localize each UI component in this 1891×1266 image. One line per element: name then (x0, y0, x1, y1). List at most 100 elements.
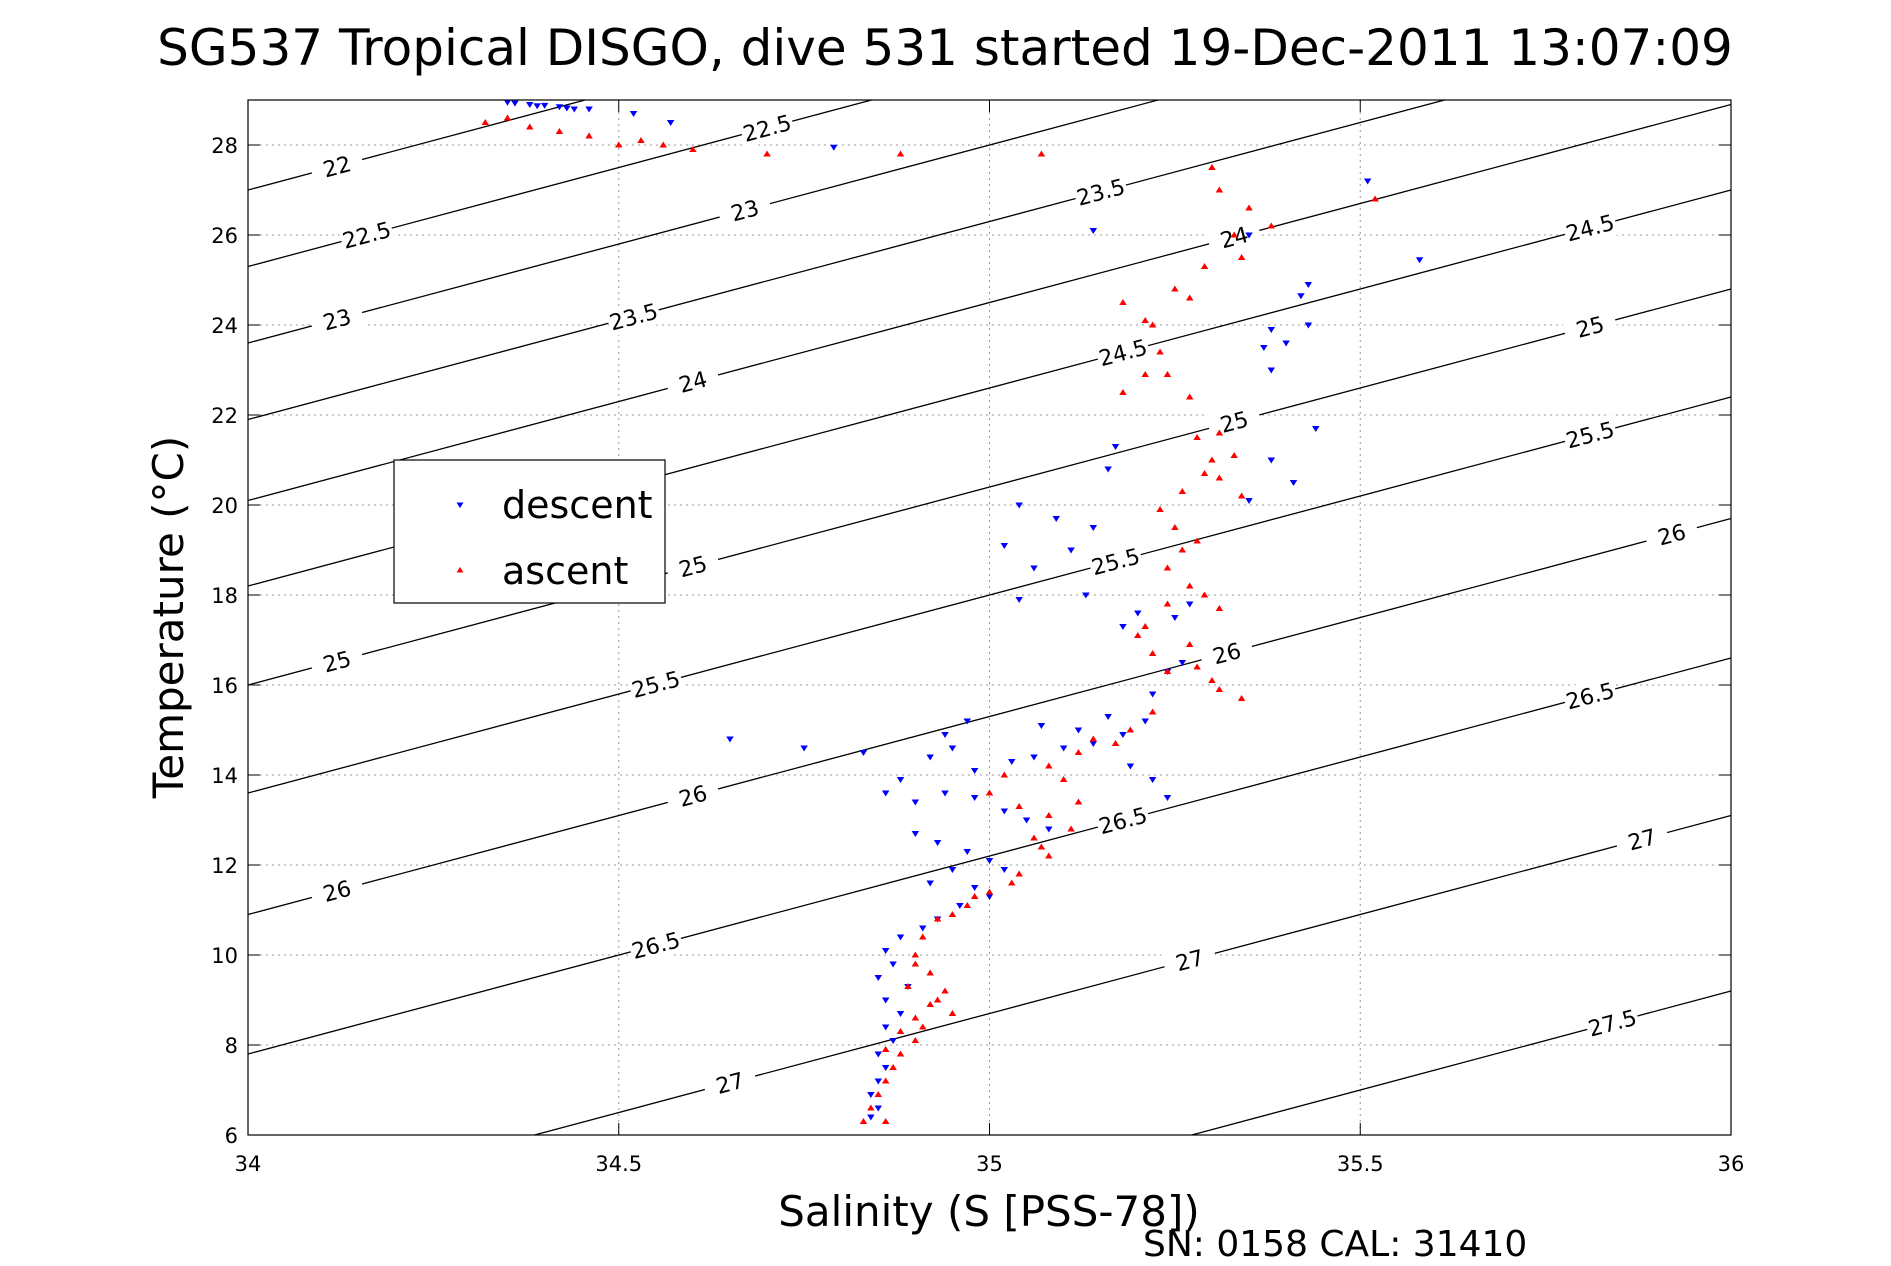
ascent-point (948, 911, 957, 918)
ascent-point (867, 1104, 875, 1111)
x-tick-label: 36 (1718, 1152, 1745, 1176)
legend-marker-descent (456, 502, 464, 509)
descent-point (985, 857, 994, 864)
descent-point (1082, 592, 1090, 599)
ascent-point (659, 141, 667, 148)
ascent-point (1371, 195, 1379, 202)
ascent-point (1015, 870, 1023, 877)
x-tick-label: 35 (976, 1152, 1003, 1176)
isopycnal-line (1191, 990, 1732, 1136)
ascent-point (896, 1050, 905, 1057)
descent-point (726, 736, 734, 743)
descent-point (1037, 722, 1046, 729)
descent-point (874, 974, 883, 981)
ascent-point (1215, 186, 1224, 193)
isopycnal-label-bg (604, 296, 663, 337)
isopycnal-label-bg (716, 190, 774, 231)
isopycnal-label-bg (1561, 207, 1619, 248)
descent-point (570, 106, 579, 113)
descent-point (926, 754, 934, 761)
descent-point (859, 749, 868, 756)
isopycnal-label-bg (664, 775, 722, 816)
isopycnal-label-bg (337, 214, 396, 256)
ascent-point (1156, 348, 1164, 355)
ascent-point (1185, 582, 1194, 589)
descent-point (1141, 718, 1149, 725)
descent-point (874, 1105, 883, 1112)
descent-point (1111, 443, 1120, 450)
legend-descent-triangle (456, 502, 464, 509)
descent-point (881, 1024, 890, 1031)
descent-point (1015, 596, 1023, 603)
descent-point (970, 884, 979, 891)
descent-point (1000, 866, 1009, 873)
descent-point (963, 718, 971, 725)
ascent-point (1208, 677, 1216, 684)
descent-point (1148, 691, 1157, 698)
legend-box (393, 459, 666, 604)
descent-point (1304, 281, 1313, 288)
y-tick-label: 26 (211, 224, 238, 248)
isopycnal-label-bg (1561, 675, 1619, 716)
descent-point (867, 1091, 875, 1098)
ascent-point (926, 1001, 934, 1008)
descent-point (1289, 479, 1298, 486)
ascent-point (881, 1046, 890, 1053)
y-tick-label: 18 (211, 584, 238, 608)
isopycnal-label-bg (1198, 632, 1256, 674)
descent-point (526, 101, 534, 108)
y-tick-label: 20 (211, 494, 238, 518)
ascent-point (970, 893, 979, 900)
ascent-point (1208, 164, 1216, 171)
isopycnal-label-bg (664, 545, 722, 587)
isopycnal-label-bg (1094, 332, 1152, 373)
isopycnal-label-bg (627, 924, 685, 966)
ascent-point (615, 141, 623, 148)
y-tick-label: 28 (211, 134, 238, 158)
isopycnal-label-bg (308, 146, 366, 187)
descent-point (1267, 457, 1276, 464)
ascent-point (1215, 474, 1224, 481)
ascent-point (1045, 812, 1053, 819)
isopycnal-line (247, 517, 1732, 916)
descent-point (1245, 232, 1253, 239)
descent-point (896, 934, 905, 941)
isopycnal-line (247, 288, 1732, 686)
x-axis-label: Salinity (S [PSS-78]) (778, 1187, 1200, 1236)
isopycnal-line (247, 99, 586, 191)
ascent-point (1111, 740, 1120, 747)
descent-point (1089, 524, 1098, 531)
ascent-point (1230, 452, 1238, 459)
descent-point (1282, 340, 1290, 347)
ascent-point (1185, 641, 1194, 648)
descent-point (881, 790, 890, 797)
ascent-point (1237, 492, 1246, 499)
descent-point (1415, 257, 1424, 264)
ascent-point (911, 951, 920, 958)
ascent-point (941, 987, 949, 994)
descent-point (896, 776, 905, 783)
descent-point (1104, 466, 1112, 473)
y-tick-label: 16 (211, 674, 238, 698)
descent-point (963, 848, 971, 855)
serial-cal-note: SN: 0158 CAL: 31410 (1143, 1224, 1527, 1262)
ascent-point (1037, 843, 1046, 850)
ascent-point (1141, 371, 1149, 378)
ascent-point (1215, 429, 1224, 436)
descent-point (1171, 614, 1179, 621)
isopycnal-label-bg (1094, 800, 1152, 841)
descent-point (511, 100, 519, 107)
ascent-point (1163, 371, 1172, 378)
ascent-point (1000, 771, 1009, 778)
ascent-point (1074, 798, 1083, 805)
descent-point (1312, 425, 1320, 432)
ascent-point (963, 902, 971, 909)
descent-point (911, 799, 920, 806)
ascent-point (874, 1091, 883, 1098)
descent-point (933, 839, 942, 846)
ascent-point (1178, 546, 1187, 553)
descent-point (948, 866, 957, 873)
y-axis-ticks: 6 8 10 12 14 16 18 20 22 24 26 28 (211, 134, 1731, 1148)
ascent-point (1237, 254, 1246, 261)
